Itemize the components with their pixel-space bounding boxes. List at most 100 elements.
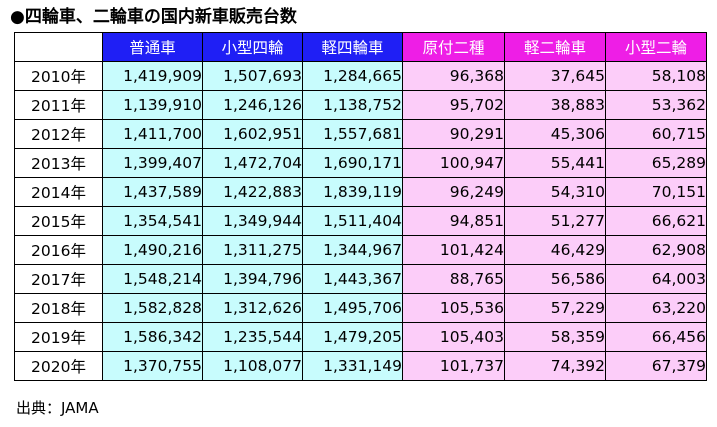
value-cell: 101,424 xyxy=(402,235,505,265)
value-cell: 74,392 xyxy=(504,351,606,381)
column-header: 小型四輪 xyxy=(202,32,303,62)
table-row: 2014年 1,437,589 1,422,883 1,839,119 96,249 54… xyxy=(14,177,707,207)
year-cell: 2017年 xyxy=(14,264,103,294)
table-row: 2020年 1,370,755 1,108,077 1,331,149 101,737 7… xyxy=(14,351,707,381)
value-cell: 56,586 xyxy=(504,264,606,294)
value-cell: 90,291 xyxy=(402,119,505,149)
value-cell: 1,511,404 xyxy=(302,206,403,236)
column-header: 普通車 xyxy=(102,32,203,62)
table-row: 2011年 1,139,910 1,246,126 1,138,752 95,702 38… xyxy=(14,90,707,120)
year-cell: 2018年 xyxy=(14,293,103,323)
table-row: 2012年 1,411,700 1,602,951 1,557,681 90,291 45… xyxy=(14,119,707,149)
table-row: 2017年 1,548,214 1,394,796 1,443,367 88,765 56… xyxy=(14,264,707,294)
table-row: 2019年 1,586,342 1,235,544 1,479,205 105,403 5… xyxy=(14,322,707,352)
value-cell: 1,399,407 xyxy=(102,148,203,178)
value-cell: 1,138,752 xyxy=(302,90,403,120)
value-cell: 88,765 xyxy=(402,264,505,294)
table-row: 2013年 1,399,407 1,472,704 1,690,171 100,947 5… xyxy=(14,148,707,178)
year-cell: 2015年 xyxy=(14,206,103,236)
table-body: 2010年 1,419,909 1,507,693 1,284,665 96,368 37… xyxy=(14,61,707,381)
value-cell: 70,151 xyxy=(605,177,707,207)
value-cell: 95,702 xyxy=(402,90,505,120)
value-cell: 1,582,828 xyxy=(102,293,203,323)
value-cell: 66,456 xyxy=(605,322,707,352)
value-cell: 96,249 xyxy=(402,177,505,207)
value-cell: 51,277 xyxy=(504,206,606,236)
value-cell: 1,235,544 xyxy=(202,322,303,352)
corner-cell xyxy=(14,32,103,62)
value-cell: 1,602,951 xyxy=(202,119,303,149)
value-cell: 54,310 xyxy=(504,177,606,207)
value-cell: 58,108 xyxy=(605,61,707,91)
year-cell: 2013年 xyxy=(14,148,103,178)
value-cell: 1,690,171 xyxy=(302,148,403,178)
value-cell: 38,883 xyxy=(504,90,606,120)
value-cell: 1,312,626 xyxy=(202,293,303,323)
value-cell: 1,311,275 xyxy=(202,235,303,265)
year-cell: 2011年 xyxy=(14,90,103,120)
value-cell: 1,284,665 xyxy=(302,61,403,91)
value-cell: 96,368 xyxy=(402,61,505,91)
column-header: 原付二種 xyxy=(402,32,505,62)
value-cell: 64,003 xyxy=(605,264,707,294)
source-note: 出典：JAMA xyxy=(16,399,99,417)
value-cell: 37,645 xyxy=(504,61,606,91)
value-cell: 105,536 xyxy=(402,293,505,323)
value-cell: 1,354,541 xyxy=(102,206,203,236)
value-cell: 57,229 xyxy=(504,293,606,323)
value-cell: 1,344,967 xyxy=(302,235,403,265)
column-header: 小型二輪 xyxy=(605,32,707,62)
value-cell: 1,507,693 xyxy=(202,61,303,91)
table-row: 2010年 1,419,909 1,507,693 1,284,665 96,368 37… xyxy=(14,61,707,91)
column-header: 軽二輪車 xyxy=(504,32,606,62)
value-cell: 66,621 xyxy=(605,206,707,236)
value-cell: 58,359 xyxy=(504,322,606,352)
value-cell: 101,737 xyxy=(402,351,505,381)
value-cell: 1,349,944 xyxy=(202,206,303,236)
value-cell: 100,947 xyxy=(402,148,505,178)
value-cell: 1,586,342 xyxy=(102,322,203,352)
year-cell: 2016年 xyxy=(14,235,103,265)
value-cell: 1,472,704 xyxy=(202,148,303,178)
value-cell: 1,108,077 xyxy=(202,351,303,381)
value-cell: 55,441 xyxy=(504,148,606,178)
year-cell: 2019年 xyxy=(14,322,103,352)
value-cell: 105,403 xyxy=(402,322,505,352)
value-cell: 1,411,700 xyxy=(102,119,203,149)
value-cell: 67,379 xyxy=(605,351,707,381)
table-row: 2015年 1,354,541 1,349,944 1,511,404 94,851 51… xyxy=(14,206,707,236)
value-cell: 1,370,755 xyxy=(102,351,203,381)
value-cell: 1,443,367 xyxy=(302,264,403,294)
value-cell: 60,715 xyxy=(605,119,707,149)
table-row: 2016年 1,490,216 1,311,275 1,344,967 101,424 4… xyxy=(14,235,707,265)
year-cell: 2020年 xyxy=(14,351,103,381)
table-row: 2018年 1,582,828 1,312,626 1,495,706 105,536 5… xyxy=(14,293,707,323)
value-cell: 63,220 xyxy=(605,293,707,323)
value-cell: 1,490,216 xyxy=(102,235,203,265)
year-cell: 2014年 xyxy=(14,177,103,207)
page-title: ●四輪車、二輪車の国内新車販売台数 xyxy=(10,7,297,27)
value-cell: 1,437,589 xyxy=(102,177,203,207)
value-cell: 1,839,119 xyxy=(302,177,403,207)
value-cell: 1,422,883 xyxy=(202,177,303,207)
value-cell: 1,139,910 xyxy=(102,90,203,120)
value-cell: 45,306 xyxy=(504,119,606,149)
year-cell: 2010年 xyxy=(14,61,103,91)
value-cell: 53,362 xyxy=(605,90,707,120)
value-cell: 1,331,149 xyxy=(302,351,403,381)
column-header: 軽四輪車 xyxy=(302,32,403,62)
value-cell: 1,548,214 xyxy=(102,264,203,294)
value-cell: 62,908 xyxy=(605,235,707,265)
value-cell: 1,419,909 xyxy=(102,61,203,91)
sales-table: 普通車 小型四輪 軽四輪車 原付二種 軽二輪車 小型二輪 2010年 1,419,… xyxy=(14,32,707,381)
value-cell: 1,394,796 xyxy=(202,264,303,294)
table-header-row: 普通車 小型四輪 軽四輪車 原付二種 軽二輪車 小型二輪 xyxy=(14,32,707,62)
year-cell: 2012年 xyxy=(14,119,103,149)
value-cell: 1,557,681 xyxy=(302,119,403,149)
value-cell: 94,851 xyxy=(402,206,505,236)
value-cell: 46,429 xyxy=(504,235,606,265)
value-cell: 1,246,126 xyxy=(202,90,303,120)
value-cell: 1,495,706 xyxy=(302,293,403,323)
value-cell: 65,289 xyxy=(605,148,707,178)
value-cell: 1,479,205 xyxy=(302,322,403,352)
